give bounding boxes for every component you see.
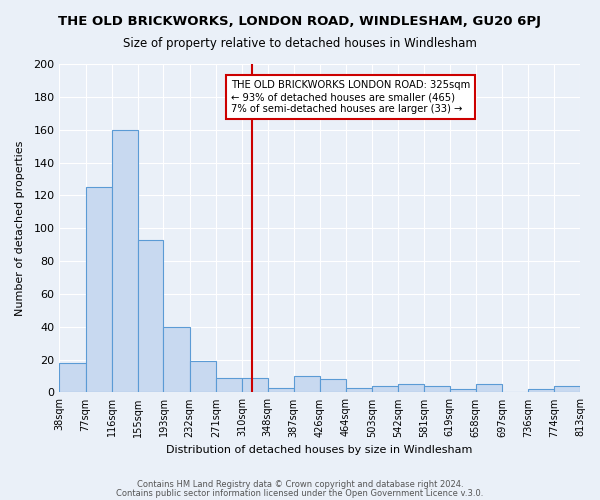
Bar xyxy=(138,240,163,392)
Bar xyxy=(424,386,449,392)
Bar xyxy=(346,388,372,392)
Bar xyxy=(216,378,242,392)
Bar xyxy=(242,378,268,392)
Bar xyxy=(294,376,320,392)
Bar xyxy=(554,386,580,392)
Bar xyxy=(528,389,554,392)
Text: THE OLD BRICKWORKS LONDON ROAD: 325sqm
← 93% of detached houses are smaller (465: THE OLD BRICKWORKS LONDON ROAD: 325sqm ←… xyxy=(231,80,470,114)
Text: THE OLD BRICKWORKS, LONDON ROAD, WINDLESHAM, GU20 6PJ: THE OLD BRICKWORKS, LONDON ROAD, WINDLES… xyxy=(59,15,542,28)
Bar xyxy=(59,363,86,392)
Bar xyxy=(163,326,190,392)
Bar xyxy=(398,384,424,392)
Bar xyxy=(112,130,138,392)
X-axis label: Distribution of detached houses by size in Windlesham: Distribution of detached houses by size … xyxy=(166,445,473,455)
Bar xyxy=(86,187,112,392)
Y-axis label: Number of detached properties: Number of detached properties xyxy=(15,140,25,316)
Bar xyxy=(268,388,294,392)
Bar xyxy=(476,384,502,392)
Bar xyxy=(372,386,398,392)
Bar xyxy=(449,389,476,392)
Bar xyxy=(190,361,216,392)
Text: Size of property relative to detached houses in Windlesham: Size of property relative to detached ho… xyxy=(123,38,477,51)
Text: Contains HM Land Registry data © Crown copyright and database right 2024.: Contains HM Land Registry data © Crown c… xyxy=(137,480,463,489)
Text: Contains public sector information licensed under the Open Government Licence v.: Contains public sector information licen… xyxy=(116,488,484,498)
Bar xyxy=(320,380,346,392)
